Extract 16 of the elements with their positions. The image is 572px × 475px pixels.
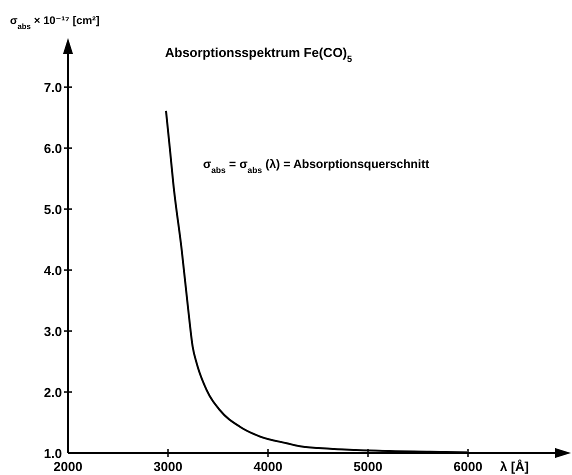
x-tick-label: 2000 — [54, 459, 82, 474]
y-tick-label: 7.0 — [44, 80, 62, 96]
x-tick-label: 5000 — [354, 459, 382, 474]
y-tick-label: 2.0 — [44, 385, 62, 400]
x-tick-label: 3000 — [154, 459, 182, 474]
y-tick-label: 3.0 — [44, 324, 62, 340]
y-tick-label: 5.0 — [44, 202, 62, 218]
annotation: σ$_{abs}$ = σ$_{abs}$ (λ) = Absorptionsquerschnitt — [203, 157, 430, 175]
y-tick-label: 4.0 — [44, 263, 62, 278]
y-tick-label: 1.0 — [44, 446, 62, 461]
x-tick-label: 6000 — [454, 459, 482, 474]
chart-title: Absorptionsspektrum Fe(CO)$_{5}$ — [165, 45, 352, 64]
y-tick-label: 6.0 — [44, 141, 62, 156]
y-axis-title: σ$_{abs}$ × 10⁻¹⁷ [cm²] — [10, 15, 100, 30]
x-axis-title: λ [Å] — [500, 459, 529, 474]
x-tick-label: 4000 — [254, 459, 282, 474]
